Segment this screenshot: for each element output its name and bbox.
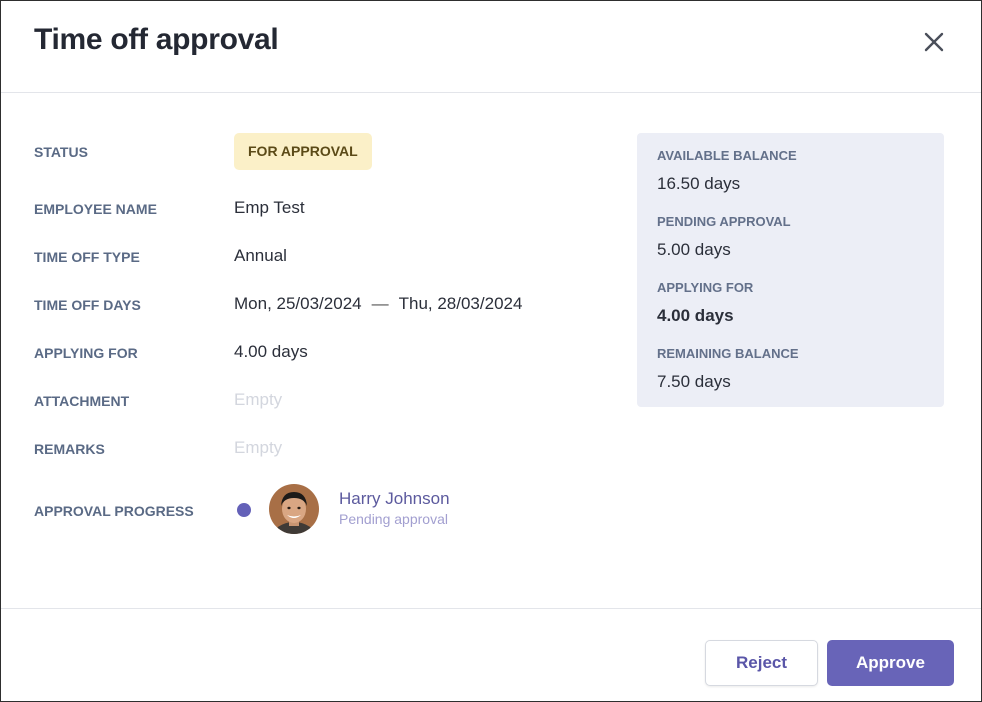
attachment-label: ATTACHMENT xyxy=(34,393,130,409)
status-label: STATUS xyxy=(34,144,88,160)
balance-card: AVAILABLE BALANCE 16.50 days PENDING APP… xyxy=(637,133,944,407)
remarks-value: Empty xyxy=(234,438,283,457)
reject-button[interactable]: Reject xyxy=(705,640,818,686)
end-date: Thu, 28/03/2024 xyxy=(398,294,523,313)
approver-name[interactable]: Harry Johnson xyxy=(339,489,450,508)
attachment-value: Empty xyxy=(234,390,283,409)
dialog-footer: Reject Approve xyxy=(1,608,981,701)
dialog-title: Time off approval xyxy=(34,23,279,56)
pending-approval-label: PENDING APPROVAL xyxy=(657,214,791,229)
remaining-balance-value: 7.50 days xyxy=(657,372,731,391)
time-off-days-label: TIME OFF DAYS xyxy=(34,297,141,313)
time-off-type-value: Annual xyxy=(234,246,287,265)
remarks-label: REMARKS xyxy=(34,441,105,457)
date-separator: — xyxy=(371,294,389,313)
close-icon[interactable] xyxy=(919,27,949,57)
approve-button[interactable]: Approve xyxy=(827,640,954,686)
available-balance-label: AVAILABLE BALANCE xyxy=(657,148,797,163)
time-off-days-value: Mon, 25/03/2024 — Thu, 28/03/2024 xyxy=(234,294,522,314)
approver-status: Pending approval xyxy=(339,511,448,527)
time-off-type-label: TIME OFF TYPE xyxy=(34,249,140,265)
applying-for-balance-value: 4.00 days xyxy=(657,306,734,325)
employee-name-label: EMPLOYEE NAME xyxy=(34,201,157,217)
remaining-balance-label: REMAINING BALANCE xyxy=(657,346,799,361)
avatar xyxy=(269,484,319,534)
start-date: Mon, 25/03/2024 xyxy=(234,294,362,313)
status-badge: FOR APPROVAL xyxy=(234,133,372,170)
applying-for-label: APPLYING FOR xyxy=(34,345,138,361)
dialog-header: Time off approval xyxy=(1,1,981,93)
applying-for-value: 4.00 days xyxy=(234,342,308,361)
approval-progress-label: APPROVAL PROGRESS xyxy=(34,503,194,519)
available-balance-value: 16.50 days xyxy=(657,174,741,193)
employee-name-value: Emp Test xyxy=(234,198,305,217)
pending-approval-value: 5.00 days xyxy=(657,240,731,259)
progress-dot xyxy=(237,503,251,517)
applying-for-balance-label: APPLYING FOR xyxy=(657,280,754,295)
